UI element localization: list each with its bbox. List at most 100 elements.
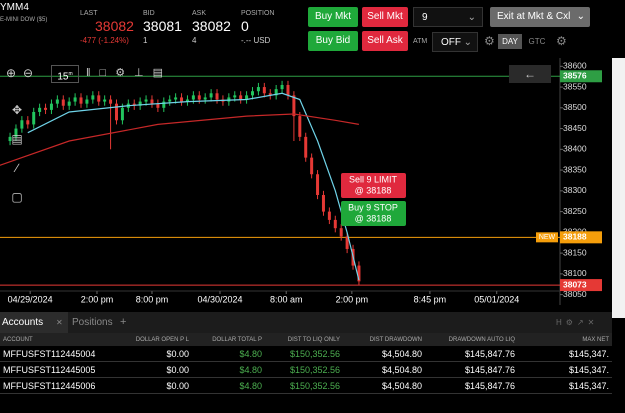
y-tick-label: 38450 xyxy=(563,123,587,133)
buy-bid-button[interactable]: Buy Bid xyxy=(308,31,358,51)
quantity: 9 xyxy=(422,12,428,23)
candle-body xyxy=(162,101,166,108)
candle-body xyxy=(79,97,83,104)
exit-button[interactable]: Exit at Mkt & Cxl ⌄ xyxy=(490,7,590,27)
column-header: DIST DRAWDOWN xyxy=(369,336,422,343)
candle-body xyxy=(109,99,113,104)
cell: $145,847.76 xyxy=(464,348,515,359)
candle-body xyxy=(215,93,219,100)
candle-body xyxy=(321,194,325,212)
column-header: ACCOUNT xyxy=(3,336,33,343)
buy-market-button[interactable]: Buy Mkt xyxy=(308,7,358,27)
side-strip xyxy=(612,58,625,318)
add-tab[interactable]: + xyxy=(120,316,127,328)
candle-body xyxy=(144,99,148,102)
column-header: DIST TO LIQ ONLY xyxy=(287,336,340,343)
cell: $4.80 xyxy=(239,348,262,359)
candle-body xyxy=(251,91,255,96)
x-tick-label: 8:00 am xyxy=(270,294,303,304)
atm-select[interactable]: OFF ⌄ xyxy=(432,32,478,52)
candle-body xyxy=(333,219,337,229)
order-text: Buy 9 STOP xyxy=(348,202,398,212)
candle-body xyxy=(150,99,154,104)
candle-body xyxy=(280,84,284,90)
cell: $145,347. xyxy=(568,380,609,391)
candle-body xyxy=(256,87,260,92)
panel-controls[interactable]: H⚙↗✕ xyxy=(556,318,599,327)
candle-body xyxy=(327,211,331,220)
drawing-tools[interactable]: ✥ ▤ ∕ ▢ xyxy=(11,103,23,204)
candle-body xyxy=(298,116,302,137)
quantity-select[interactable]: 9 ⌄ xyxy=(413,7,483,27)
candle-body xyxy=(55,99,59,104)
day-toggle[interactable]: DAY xyxy=(498,34,522,49)
interval-unit: m xyxy=(68,71,73,77)
price-tag-label: 38576 xyxy=(563,71,587,81)
x-tick-label: 05/01/2024 xyxy=(474,294,519,304)
candle-body xyxy=(316,174,320,195)
ask: 38082 xyxy=(192,18,231,34)
candle-body xyxy=(180,97,184,102)
ask-size: 4 xyxy=(192,36,197,45)
sell-ask-button[interactable]: Sell Ask xyxy=(362,31,408,51)
candle-body xyxy=(8,136,12,142)
candle-body xyxy=(286,84,290,96)
accounts-table-wrap: ACCOUNT DOLLAR OPEN P L DOLLAR TOTAL P DIST… xyxy=(0,333,612,413)
tab[interactable]: Positions xyxy=(72,317,113,328)
x-tick-label: 2:00 pm xyxy=(81,294,114,304)
account-row[interactable]: MFFUSFST112445004 $0.00 $4.80 $150,352.56 $4… xyxy=(0,346,612,362)
y-tick-label: 38400 xyxy=(563,144,587,154)
candle-body xyxy=(38,107,42,112)
tag-label: NEW xyxy=(539,234,556,241)
candle-body xyxy=(67,101,71,106)
cell: $150,352.56 xyxy=(289,364,340,375)
back-button[interactable]: ← xyxy=(509,65,551,83)
candle-body xyxy=(191,95,195,100)
cell: $0.00 xyxy=(166,364,189,375)
settings-icon[interactable]: ⚙ xyxy=(556,34,567,48)
candle-body xyxy=(197,95,201,100)
x-tick-label: 8:45 pm xyxy=(414,294,447,304)
candle-body xyxy=(304,136,308,158)
candle-body xyxy=(103,99,107,102)
order-text: Sell 9 LIMIT xyxy=(349,174,398,184)
interval-button[interactable]: 15m xyxy=(51,65,79,83)
atm-value: OFF xyxy=(441,37,461,48)
sell-market-button[interactable]: Sell Mkt xyxy=(362,7,408,27)
cell: $145,347. xyxy=(568,364,609,375)
settings-icon[interactable]: ⚙ xyxy=(484,34,495,48)
label: ASK xyxy=(192,10,207,17)
candle-body xyxy=(20,120,24,129)
y-tick-label: 38300 xyxy=(563,185,587,195)
header-row: ACCOUNT DOLLAR OPEN P L DOLLAR TOTAL P DIST… xyxy=(0,333,612,346)
account-row[interactable]: MFFUSFST112445006 $0.00 $4.80 $150,352.56 $4… xyxy=(0,378,612,394)
cell: $4,504.80 xyxy=(381,380,422,391)
account-row[interactable]: MFFUSFST112445005 $0.00 $4.80 $150,352.56 $4… xyxy=(0,362,612,378)
bid-size: 1 xyxy=(143,36,148,45)
candle-body xyxy=(138,101,142,106)
candle-body xyxy=(168,99,172,102)
accounts-table: ACCOUNT DOLLAR OPEN P L DOLLAR TOTAL P DIST… xyxy=(0,333,612,394)
order-label[interactable]: Buy 9 STOP@ 38188 xyxy=(341,201,406,226)
cell: $0.00 xyxy=(166,380,189,391)
tab[interactable]: Accounts xyxy=(0,312,68,333)
chart-toolbar: ⊕⊖ xyxy=(6,66,41,80)
close-icon[interactable]: ✕ xyxy=(56,318,63,327)
column-header: DOLLAR OPEN P L xyxy=(135,336,189,343)
candle-body xyxy=(26,120,30,125)
candle-body xyxy=(174,97,178,100)
gtc-toggle[interactable]: GTC xyxy=(528,37,546,46)
order-label[interactable]: Sell 9 LIMIT@ 38188 xyxy=(341,173,406,198)
candle-body xyxy=(245,95,249,100)
price-tag xyxy=(560,231,602,244)
bid: 38081 xyxy=(143,18,182,34)
candle-body xyxy=(227,97,231,102)
cell: $145,847.76 xyxy=(464,380,515,391)
chart-tools[interactable]: ‖□⚙⊥▤ xyxy=(86,67,173,79)
chart-background xyxy=(0,58,612,310)
column-header: DRAWDOWN AUTO LIQ xyxy=(448,336,515,343)
last-price: 38082 xyxy=(95,18,134,34)
tag-box xyxy=(536,232,558,243)
price-tag-label: 38073 xyxy=(563,279,587,289)
x-tick-label: 8:00 pm xyxy=(136,294,169,304)
